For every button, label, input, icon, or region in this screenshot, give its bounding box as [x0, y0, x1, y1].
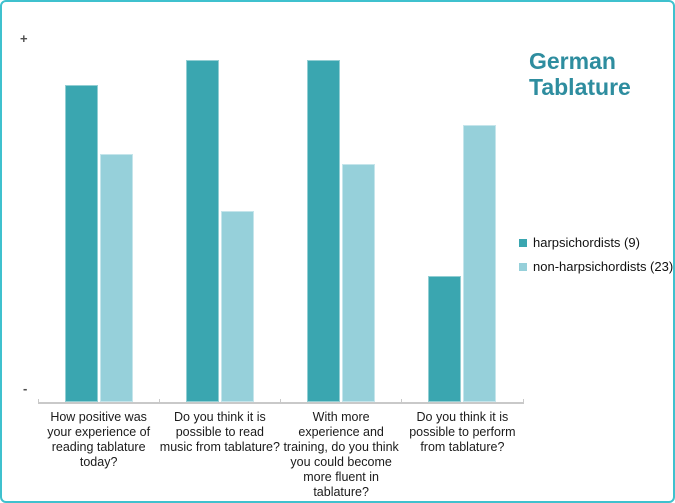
x-axis-tick-4 — [522, 399, 524, 404]
chart-title: German Tablature — [529, 48, 631, 100]
y-axis-positive-label: + — [20, 31, 28, 46]
x-axis-tick-2 — [280, 399, 281, 404]
y-axis-negative-label: - — [23, 381, 28, 396]
bar-series1-cat3 — [463, 125, 497, 402]
x-axis-tick-0 — [37, 399, 39, 404]
bar-series0-cat3 — [428, 276, 462, 402]
bar-series0-cat2 — [307, 60, 341, 402]
legend: harpsichordists (9) non-harpsichordists (… — [519, 235, 673, 283]
legend-item-1: non-harpsichordists (23) — [519, 259, 673, 274]
x-axis-tick-3 — [401, 399, 403, 404]
legend-swatch-icon — [519, 238, 527, 247]
bar-series0-cat1 — [185, 60, 219, 402]
legend-label-1: non-harpsichordists (23) — [533, 259, 674, 274]
x-axis-tick-1 — [158, 399, 160, 404]
legend-swatch-icon — [519, 262, 527, 271]
x-axis-label-3: Do you think it is possible to perform f… — [409, 410, 516, 454]
legend-item-0: harpsichordists (9) — [519, 235, 673, 250]
x-axis-label-1: Do you think it is possible to read musi… — [159, 410, 280, 454]
bar-series1-cat0 — [99, 154, 133, 402]
x-axis-label-0: How positive was your experience of read… — [47, 410, 151, 469]
legend-label-0: harpsichordists (9) — [533, 235, 640, 250]
bar-series0-cat0 — [64, 85, 98, 402]
bar-series1-cat2 — [342, 164, 376, 402]
x-axis-label-2: With more experience and training, do yo… — [283, 410, 399, 499]
bar-series1-cat1 — [220, 211, 254, 402]
